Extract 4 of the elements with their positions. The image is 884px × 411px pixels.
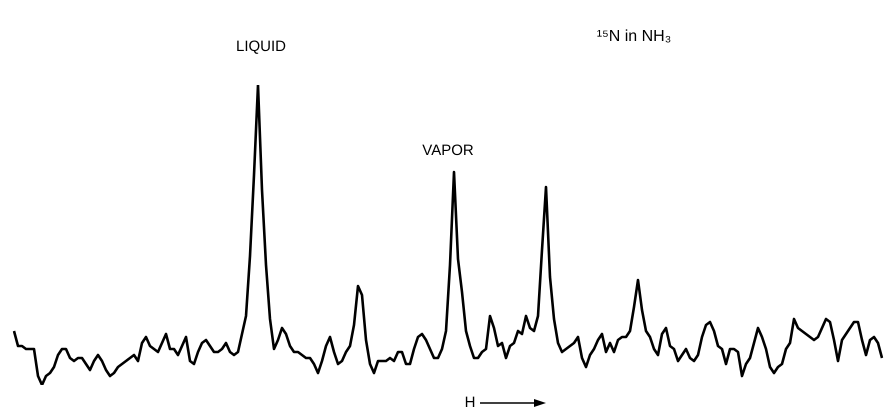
annotation: VAPOR — [422, 142, 474, 159]
text: LIQUID — [236, 38, 286, 55]
chart-title: ¹⁵N in NH₃ — [596, 28, 672, 46]
text: H — [464, 394, 476, 411]
